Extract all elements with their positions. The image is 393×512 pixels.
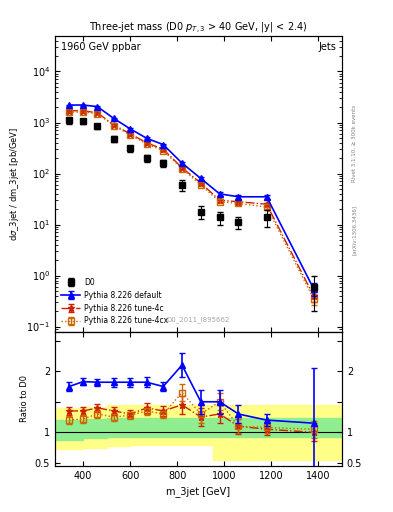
Text: Rivet 3.1.10, ≥ 300k events: Rivet 3.1.10, ≥ 300k events: [352, 105, 357, 182]
X-axis label: m_3jet [GeV]: m_3jet [GeV]: [166, 486, 231, 497]
Title: Three-jet mass (D0 $p_{T,3}$ > 40 GeV, |y| < 2.4): Three-jet mass (D0 $p_{T,3}$ > 40 GeV, |…: [89, 20, 308, 35]
Y-axis label: Ratio to D0: Ratio to D0: [20, 375, 29, 422]
Text: 1960 GeV ppbar: 1960 GeV ppbar: [61, 42, 140, 52]
Text: [arXiv:1306.3436]: [arXiv:1306.3436]: [352, 205, 357, 255]
Legend: D0, Pythia 8.226 default, Pythia 8.226 tune-4c, Pythia 8.226 tune-4cx: D0, Pythia 8.226 default, Pythia 8.226 t…: [59, 275, 171, 328]
Y-axis label: d$\sigma$_3jet / dm_3jet [pb/GeV]: d$\sigma$_3jet / dm_3jet [pb/GeV]: [8, 126, 21, 241]
Text: D0_2011_I895662: D0_2011_I895662: [167, 316, 230, 323]
Text: Jets: Jets: [318, 42, 336, 52]
